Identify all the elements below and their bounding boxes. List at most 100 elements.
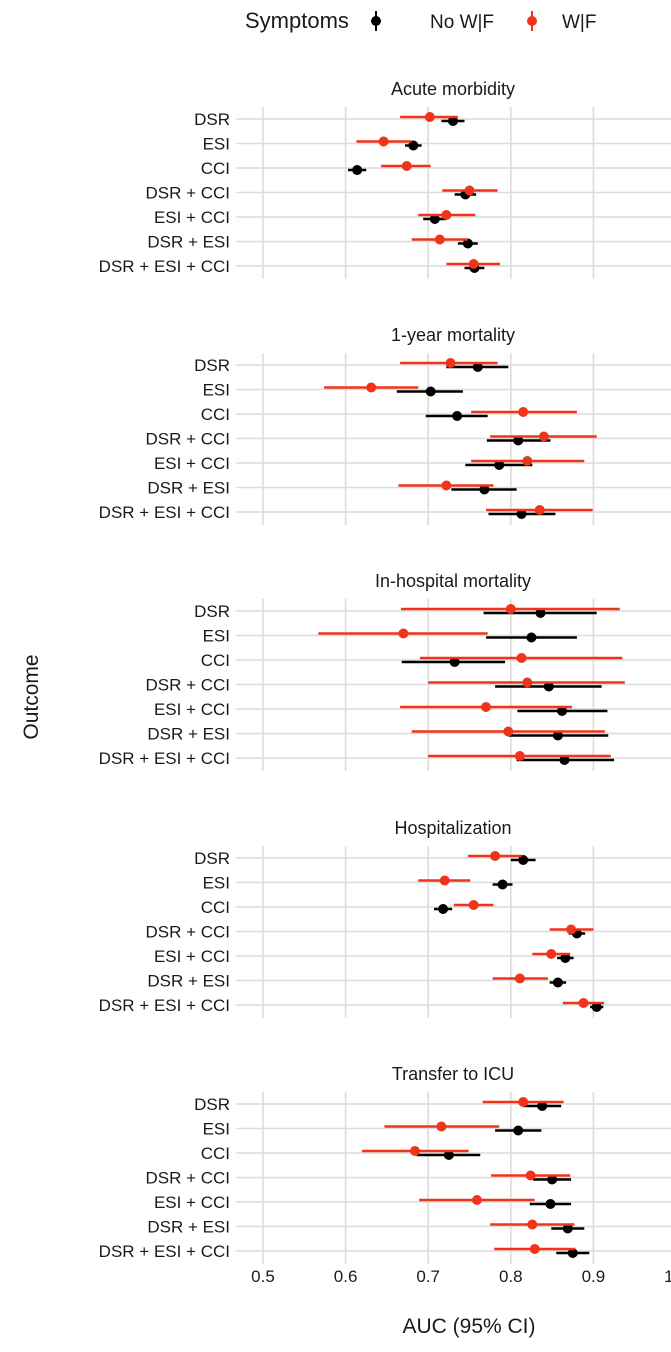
no-wf-point [552, 977, 563, 988]
no-wf-point [562, 1223, 573, 1234]
no-wf-point [513, 435, 524, 446]
wf-point [424, 112, 435, 122]
legend-title: Symptoms [245, 8, 349, 33]
wf-point [468, 259, 479, 269]
wf-point [398, 628, 409, 639]
no-wf-point [449, 657, 460, 667]
row-label: ESI [203, 627, 230, 646]
no-wf-point [352, 165, 363, 175]
no-wf-point [472, 362, 483, 372]
no-wf-point [559, 755, 570, 765]
x-tick-label: 0.6 [334, 1267, 358, 1286]
wf-point [445, 358, 456, 368]
row-label: DSR + CCI [145, 1169, 230, 1188]
wf-point [505, 604, 516, 614]
no-wf-point [443, 1150, 454, 1160]
x-tick-label: 1.0 [664, 1267, 671, 1286]
row-label: DSR + CCI [145, 676, 230, 695]
no-wf-point [429, 214, 440, 224]
wf-point [516, 653, 527, 663]
row-label: DSR + ESI + CCI [99, 749, 230, 768]
wf-point [441, 480, 452, 491]
no-wf-point [452, 411, 463, 421]
wf-point [514, 973, 525, 984]
wf-point [534, 505, 545, 515]
no-wf-point [497, 879, 508, 890]
no-wf-point [591, 1002, 602, 1012]
x-tick-label: 0.8 [499, 1267, 523, 1286]
wf-point [401, 161, 412, 171]
no-wf-point [494, 460, 505, 470]
row-label: DSR + CCI [145, 923, 230, 942]
no-wf-point [526, 632, 537, 643]
x-tick-label: 0.5 [251, 1267, 275, 1286]
row-label: ESI [203, 381, 230, 400]
wf-point [525, 1170, 536, 1181]
wf-point [481, 702, 492, 712]
no-wf-point [535, 608, 546, 618]
no-wf-point [479, 484, 490, 495]
panel-title: In-hospital mortality [375, 571, 531, 591]
no-wf-point [408, 140, 419, 151]
wf-point [503, 726, 514, 737]
row-label: ESI + CCI [154, 208, 230, 227]
row-label: ESI + CCI [154, 1193, 230, 1212]
legend-item-no-wf: No W|F [371, 11, 494, 33]
legend-item-wf: W|F [527, 11, 596, 33]
row-label: DSR [194, 602, 230, 621]
row-label: CCI [201, 651, 230, 670]
row-label: DSR + ESI [147, 972, 230, 991]
no-wf-point [557, 706, 568, 716]
wf-point [522, 456, 533, 466]
wf-point [471, 1195, 482, 1205]
row-label: DSR + ESI + CCI [99, 1242, 230, 1261]
legend-key-no-wf-point [371, 16, 381, 26]
no-wf-point [462, 238, 473, 249]
no-wf-point [513, 1125, 524, 1136]
x-tick-label: 0.7 [416, 1267, 440, 1286]
row-label: ESI + CCI [154, 947, 230, 966]
wf-point [434, 234, 445, 245]
no-wf-point [547, 1174, 558, 1185]
no-wf-point [567, 1248, 578, 1258]
wf-point [464, 185, 475, 196]
wf-point [529, 1244, 540, 1254]
x-axis-ticks: 0.5 0.6 0.7 0.8 0.9 1.0 [251, 1267, 671, 1286]
legend: Symptoms No W|F W|F [245, 8, 596, 33]
chart-panels: Acute morbidity DSR ESI CCI DSR + CCI ESI + C… [99, 79, 671, 1264]
row-label: DSR [194, 849, 230, 868]
wf-point [538, 431, 549, 442]
no-wf-point [447, 116, 458, 126]
no-wf-point [545, 1199, 556, 1209]
row-label: DSR + ESI + CCI [99, 996, 230, 1015]
row-label: DSR [194, 1095, 230, 1114]
row-label: ESI + CCI [154, 454, 230, 473]
no-wf-point [425, 386, 436, 397]
wf-point [439, 875, 450, 886]
row-label: DSR + CCI [145, 430, 230, 449]
panel-1-year-mortality: 1-year mortality DSR ESI CCI DSR + CCI ESI + … [99, 325, 671, 525]
wf-point [514, 751, 525, 761]
wf-point [378, 136, 389, 147]
legend-label-wf: W|F [562, 12, 596, 33]
wf-point [468, 900, 479, 910]
row-label: ESI [203, 1120, 230, 1139]
row-label: ESI [203, 874, 230, 893]
wf-point [518, 407, 529, 417]
wf-point [527, 1219, 538, 1230]
panel-title: Hospitalization [394, 818, 511, 838]
wf-point [566, 924, 577, 935]
no-wf-point [560, 953, 571, 963]
no-wf-point [537, 1101, 548, 1111]
row-label: ESI + CCI [154, 700, 230, 719]
row-label: DSR + CCI [145, 184, 230, 203]
row-label: DSR [194, 356, 230, 375]
y-axis-title: Outcome [20, 654, 43, 739]
no-wf-point [552, 730, 563, 741]
wf-point [518, 1097, 529, 1107]
no-wf-point [516, 509, 527, 519]
wf-point [546, 949, 557, 959]
row-label: DSR + ESI + CCI [99, 257, 230, 276]
row-label: DSR + ESI [147, 1218, 230, 1237]
